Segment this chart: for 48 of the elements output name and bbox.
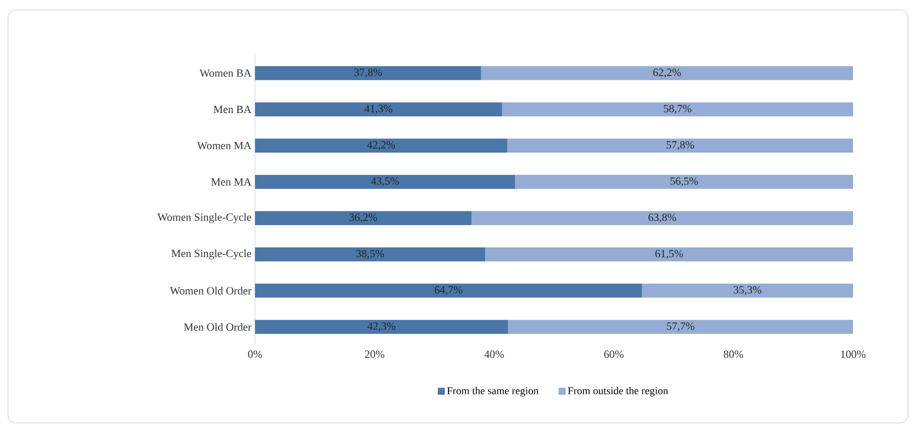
y-tick-label: Men BA xyxy=(214,106,252,114)
bar xyxy=(255,320,508,334)
data-label: 38,5% xyxy=(356,250,384,259)
data-label: 56,5% xyxy=(670,177,698,186)
bar xyxy=(255,102,502,116)
data-label: 64,7% xyxy=(434,286,462,296)
data-label: 42,3% xyxy=(368,322,396,332)
data-label: 35,3% xyxy=(734,286,762,296)
data-label: 37,8% xyxy=(354,68,382,78)
x-tick-label: 80% xyxy=(724,350,744,358)
y-tick-label: Men MA xyxy=(211,178,252,186)
y-tick-label: Men Single-Cycle xyxy=(171,249,252,260)
data-label: 62,2% xyxy=(653,68,681,78)
data-label: 57,8% xyxy=(666,141,694,150)
bar xyxy=(507,138,854,153)
data-label: 63,8% xyxy=(648,214,676,223)
y-tick-label: Women Old Order xyxy=(170,286,252,295)
x-tick-label: 60% xyxy=(604,350,624,358)
data-label: 61,5% xyxy=(655,250,683,259)
y-tick-label: Women MA xyxy=(197,142,252,150)
data-label: 42,2% xyxy=(367,141,396,150)
bar xyxy=(515,174,854,189)
x-tick-label: 40% xyxy=(484,350,504,358)
bar xyxy=(471,211,854,226)
data-label: 41,3% xyxy=(364,104,392,114)
bar xyxy=(485,247,854,262)
x-tick-label: 20% xyxy=(365,350,384,358)
data-label: 58,7% xyxy=(664,104,692,114)
y-tick-label: Women BA xyxy=(200,69,252,77)
legend-label: From outside the region xyxy=(568,386,668,396)
bar xyxy=(255,66,482,80)
bar xyxy=(255,211,472,226)
bar xyxy=(502,102,854,116)
bar xyxy=(481,66,854,80)
data-label: 43,5% xyxy=(371,177,399,186)
data-label: 57,7% xyxy=(666,322,694,332)
x-tick-label: 100% xyxy=(841,350,866,358)
x-tick-label: 0% xyxy=(248,350,262,358)
data-label: 36,2% xyxy=(350,214,378,223)
legend-label: From the same region xyxy=(447,386,538,396)
bar xyxy=(255,284,642,298)
bar xyxy=(255,138,508,153)
y-tick-label: Men Old Order xyxy=(184,323,252,331)
y-tick-label: Women Single-Cycle xyxy=(157,213,252,224)
bar xyxy=(642,284,854,298)
bar xyxy=(255,174,516,189)
bar xyxy=(508,320,854,334)
bar xyxy=(255,247,486,262)
